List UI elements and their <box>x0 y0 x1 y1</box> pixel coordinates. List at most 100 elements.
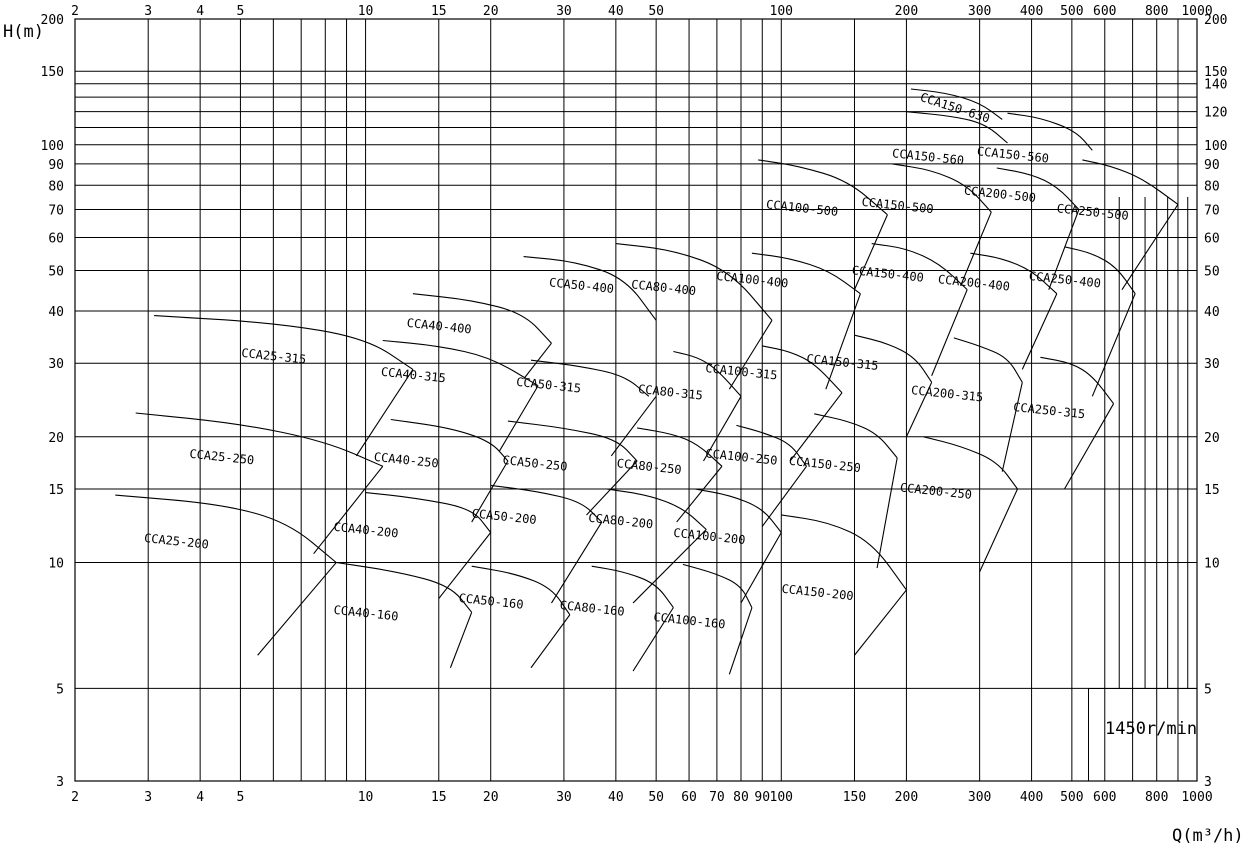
curve-label: CCA50-250 <box>502 453 568 474</box>
range-line <box>703 396 742 462</box>
curve-label: CCA40-200 <box>333 520 399 541</box>
y-tick-left: 50 <box>48 265 64 280</box>
x-tick-bottom: 15 <box>431 790 447 805</box>
pump-curve <box>135 412 384 467</box>
speed-annotation: 1450r/min <box>1105 719 1198 739</box>
x-tick-bottom: 3 <box>144 790 152 805</box>
curve-label: CCA25-250 <box>189 447 255 468</box>
range-line <box>853 214 888 290</box>
range-line <box>610 395 657 457</box>
y-tick-right: 30 <box>1204 357 1220 372</box>
range-line <box>499 385 539 452</box>
range-line <box>313 465 384 555</box>
curve-label: CCA50-200 <box>471 506 537 527</box>
range-line <box>931 289 968 376</box>
x-tick-top: 100 <box>770 4 793 19</box>
y-tick-left: 20 <box>48 431 64 446</box>
range-line <box>728 320 773 390</box>
range-line <box>761 465 807 527</box>
x-tick-top: 400 <box>1020 4 1043 19</box>
pump-curve <box>1082 159 1179 205</box>
pump-curve <box>523 256 657 321</box>
y-tick-left: 3 <box>56 775 64 790</box>
curve-label: CCA80-200 <box>588 511 654 532</box>
x-tick-bottom: 90 <box>754 790 770 805</box>
y-tick-right: 200 <box>1204 13 1227 28</box>
x-tick-top: 40 <box>608 4 624 19</box>
curve-label: CCA150-400 <box>851 263 924 284</box>
curve-label: CCA40-315 <box>380 365 446 386</box>
pump-curve <box>471 565 571 616</box>
x-tick-top: 20 <box>483 4 499 19</box>
x-tick-bottom: 5 <box>237 790 245 805</box>
range-line <box>550 521 603 604</box>
pump-curve <box>751 252 861 295</box>
curve-label: CCA40-160 <box>333 603 399 624</box>
y-tick-right: 50 <box>1204 265 1220 280</box>
x-tick-bottom: 40 <box>608 790 624 805</box>
range-line <box>1021 293 1058 370</box>
tick-labels: 2 3 4 5 10 15 20 30 40 50 100 200 300 400 500 600 800 100… <box>41 4 1228 805</box>
y-tick-left: 100 <box>41 139 64 154</box>
x-tick-top: 30 <box>556 4 572 19</box>
curve-label: CCA150-200 <box>781 582 854 603</box>
range-line <box>960 211 992 286</box>
range-line <box>355 369 414 457</box>
plot-frame <box>74 18 1198 782</box>
x-tick-bottom: 200 <box>895 790 918 805</box>
y-tick-left: 200 <box>41 13 64 28</box>
curve-label: CCA25-200 <box>143 531 209 552</box>
range-line <box>523 342 552 380</box>
pump-curve <box>781 514 907 591</box>
y-axis-label: H(m) <box>3 22 44 42</box>
x-tick-top: 4 <box>196 4 204 19</box>
y-tick-left: 60 <box>48 231 64 246</box>
y-tick-right: 40 <box>1204 305 1220 320</box>
y-tick-left: 90 <box>48 158 64 173</box>
range-line <box>905 382 933 438</box>
speed-box: 1450r/min <box>1088 688 1197 781</box>
pump-curve <box>606 488 707 530</box>
curve-label: CCA200-250 <box>899 480 972 501</box>
pump-curve <box>923 436 1018 490</box>
x-tick-bottom: 30 <box>556 790 572 805</box>
pump-range-lines <box>257 204 1179 675</box>
x-tick-bottom: 150 <box>843 790 866 805</box>
pump-curve <box>365 492 492 533</box>
pump-curve <box>390 418 509 462</box>
curve-label: CCA150-560 <box>976 144 1049 165</box>
pump-curve <box>615 243 773 321</box>
curve-label: CCA200-400 <box>937 272 1010 293</box>
x-tick-bottom: 60 <box>681 790 697 805</box>
x-tick-top: 50 <box>648 4 664 19</box>
y-tick-right: 5 <box>1204 682 1212 697</box>
pump-curve <box>996 167 1080 210</box>
x-tick-top: 200 <box>895 4 918 19</box>
y-tick-right: 120 <box>1204 106 1227 121</box>
range-line <box>438 532 492 599</box>
curve-label: CCA250-500 <box>1056 201 1129 222</box>
pump-curve <box>814 413 898 459</box>
y-tick-left: 30 <box>48 357 64 372</box>
pump-curve <box>953 337 1023 383</box>
range-line <box>1091 293 1136 397</box>
pump-curve <box>854 334 933 383</box>
x-axis-label: Q(m³/h) <box>1172 826 1243 846</box>
x-tick-bottom: 2 <box>71 790 79 805</box>
x-tick-bottom: 500 <box>1060 790 1083 805</box>
curve-label: CCA100-200 <box>673 526 746 547</box>
x-tick-top: 2 <box>71 4 79 19</box>
x-tick-bottom: 100 <box>770 790 793 805</box>
y-tick-right: 70 <box>1204 203 1220 218</box>
curve-label: CCA150-500 <box>861 195 934 216</box>
pump-curve <box>637 427 723 467</box>
x-tick-bottom: 10 <box>358 790 374 805</box>
frame-border <box>74 18 1198 782</box>
x-tick-top: 500 <box>1060 4 1083 19</box>
range-line <box>1121 204 1179 290</box>
curve-label: CCA250-315 <box>1013 400 1086 421</box>
pump-curve <box>906 111 1008 144</box>
y-tick-right: 80 <box>1204 179 1220 194</box>
pump-curve <box>673 350 742 397</box>
curve-label: CCA40-400 <box>406 316 472 337</box>
